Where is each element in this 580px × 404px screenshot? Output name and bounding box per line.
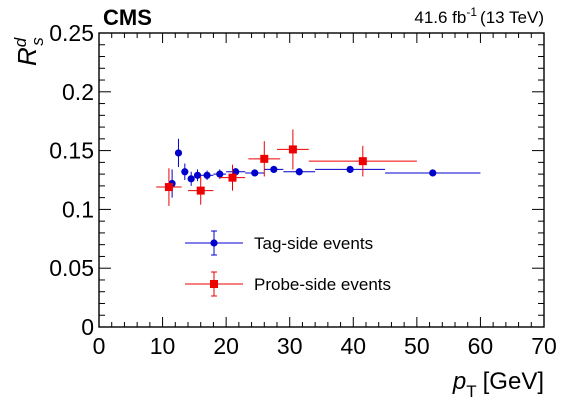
data-point (315, 165, 386, 174)
square-marker (196, 186, 205, 195)
data-series (156, 129, 481, 206)
data-point (213, 169, 227, 179)
x-tick-label: 20 (213, 333, 239, 359)
luminosity-label: 41.6 fb-1 (13 TeV) (414, 5, 544, 27)
x-axis-subscript: T (466, 382, 476, 401)
y-tick-label: 0.1 (62, 196, 94, 222)
data-point (248, 141, 281, 177)
legend-label: Probe-side events (254, 275, 391, 294)
x-tick-label: 10 (150, 333, 176, 359)
y-tick-label: 0.25 (49, 20, 94, 46)
data-point (200, 170, 214, 180)
circle-marker (295, 168, 303, 176)
x-axis-ticks: 0 10 20 30 40 50 60 70 (93, 33, 557, 359)
energy-label: (13 TeV) (480, 8, 544, 27)
y-axis-ticks: 0 0.05 0.1 0.15 0.2 0.25 (49, 20, 544, 340)
y-tick-label: 0.15 (49, 138, 94, 164)
y-axis-title: Rds (11, 37, 47, 66)
data-point (277, 129, 309, 170)
circle-marker (216, 170, 224, 178)
luminosity-exponent: -1 (466, 5, 477, 19)
x-tick-label: 30 (277, 333, 303, 359)
circle-marker (181, 168, 189, 176)
square-marker (228, 173, 237, 182)
circle-marker (251, 169, 259, 177)
data-point (181, 163, 189, 180)
experiment-label: CMS (103, 5, 152, 30)
square-marker (164, 183, 173, 192)
circle-marker (429, 169, 437, 177)
data-point (264, 165, 284, 174)
legend-entry-probe-side: Probe-side events (185, 271, 391, 297)
x-tick-label: 0 (93, 333, 106, 359)
y-tick-label: 0.05 (49, 255, 94, 281)
legend-marker (210, 239, 218, 247)
circle-marker (203, 171, 211, 179)
data-point (283, 168, 316, 176)
x-tick-label: 40 (340, 333, 366, 359)
data-point (174, 138, 183, 168)
plot-frame (98, 32, 545, 328)
data-point (245, 169, 265, 177)
probe-side-series (156, 129, 417, 206)
circle-marker (346, 165, 354, 174)
data-point (219, 164, 246, 191)
y-axis-superscript: d (11, 37, 30, 47)
square-marker (260, 154, 269, 163)
plot-border (98, 32, 545, 328)
x-tick-label: 70 (531, 333, 557, 359)
circle-marker (232, 168, 240, 176)
legend-label: Tag-side events (254, 234, 373, 253)
y-tick-label: 0 (81, 314, 94, 340)
data-point (187, 171, 195, 186)
x-tick-label: 60 (468, 333, 494, 359)
tag-side-series (168, 138, 481, 198)
x-tick-label: 50 (404, 333, 430, 359)
data-point (385, 169, 481, 177)
circle-marker (187, 175, 195, 183)
legend-entry-tag-side: Tag-side events (185, 230, 373, 256)
data-point (156, 168, 182, 206)
x-axis-unit: [GeV] (483, 368, 544, 395)
square-marker (288, 145, 297, 154)
circle-marker (193, 171, 202, 179)
y-tick-label: 0.2 (62, 79, 94, 105)
data-point (193, 169, 202, 182)
y-axis-symbol: R (12, 47, 42, 66)
circle-marker (174, 149, 183, 157)
square-marker (358, 157, 367, 166)
circle-marker (270, 165, 278, 174)
luminosity-value: 41.6 fb (414, 8, 466, 27)
x-axis-symbol: p (452, 368, 466, 395)
legend-marker (210, 280, 218, 288)
y-axis-subscript: s (28, 37, 47, 46)
x-axis-title: pT [GeV] (452, 368, 544, 401)
data-point (308, 145, 417, 177)
data-point (188, 176, 214, 205)
legend: Tag-side events Probe-side events (185, 230, 391, 297)
